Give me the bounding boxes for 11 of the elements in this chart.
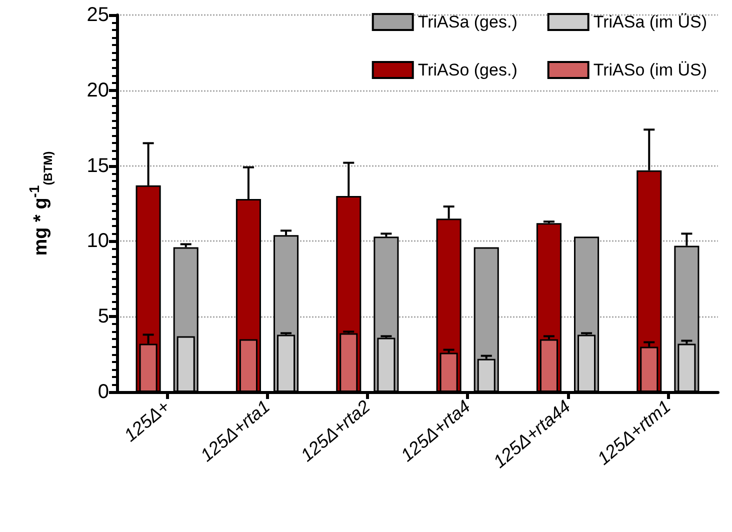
legend-label: TriASa (im ÜS) [593, 12, 708, 32]
y-tick-label: 20 [86, 79, 109, 102]
y-axis-title: mg * g-1(BTM) [26, 151, 55, 256]
y-tick-label: 15 [86, 154, 109, 177]
y-tick-label: 10 [86, 230, 109, 252]
y-tick-label: 0 [98, 381, 109, 403]
legend-label: TriASo (im ÜS) [593, 60, 708, 80]
legend-label: TriASo (ges.) [418, 60, 518, 80]
legend-label: TriASa (ges.) [418, 12, 518, 32]
y-tick-label: 5 [98, 306, 109, 328]
y-tick-label: 25 [86, 4, 109, 26]
